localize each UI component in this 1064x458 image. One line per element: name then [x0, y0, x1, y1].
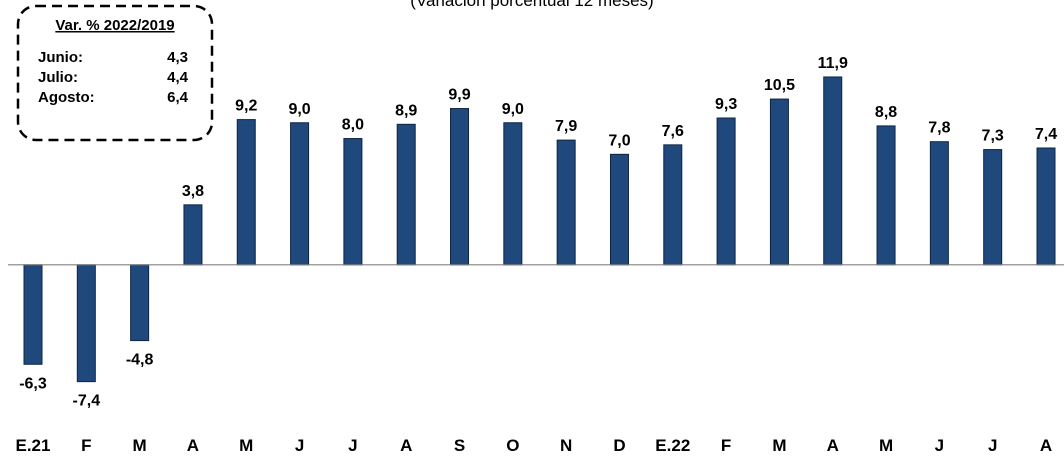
x-tick-label: N — [560, 436, 572, 455]
bar — [823, 76, 843, 266]
value-label: 11,9 — [818, 55, 848, 72]
value-label: 3,8 — [182, 183, 204, 200]
value-label: 7,8 — [928, 120, 950, 137]
value-label: -6,3 — [19, 375, 47, 392]
value-label: 10,5 — [764, 77, 795, 94]
bar — [876, 125, 896, 266]
x-tick-label: A — [400, 436, 412, 455]
x-tick-label: J — [295, 436, 304, 455]
x-tick-label: J — [988, 436, 997, 455]
x-tick-label: E.21 — [16, 436, 51, 455]
bar — [769, 98, 789, 266]
value-label: -7,4 — [73, 393, 101, 410]
bar — [1036, 147, 1056, 266]
value-label: 9,0 — [288, 101, 310, 118]
bar — [663, 144, 683, 266]
bar — [396, 123, 416, 266]
bar — [556, 139, 576, 266]
chart-subtitle: (Variación porcentual 12 meses) — [410, 0, 653, 10]
x-tick-label: E.22 — [655, 436, 690, 455]
bar — [503, 122, 523, 266]
bar — [23, 264, 43, 365]
inset-value: 4,4 — [167, 69, 189, 86]
bar — [183, 204, 203, 266]
bar — [290, 122, 310, 266]
x-tick-label: F — [81, 436, 91, 455]
bar — [609, 153, 629, 266]
x-tick-label: D — [613, 436, 625, 455]
value-label: 9,0 — [502, 101, 524, 118]
value-label: -4,8 — [126, 352, 154, 369]
value-label: 8,0 — [342, 117, 364, 134]
inset-label: Agosto: — [38, 89, 95, 106]
x-tick-label: A — [187, 436, 199, 455]
bar — [716, 117, 736, 266]
inset-label: Junio: — [38, 49, 83, 66]
inset-value: 4,3 — [167, 49, 188, 66]
x-tick-label: M — [133, 436, 147, 455]
x-tick-label: A — [1040, 436, 1052, 455]
value-label: 7,3 — [982, 128, 1004, 145]
inset-title: Var. % 2022/2019 — [55, 17, 174, 34]
x-tick-label: M — [772, 436, 786, 455]
value-label: 9,2 — [235, 98, 257, 115]
x-tick-label: M — [879, 436, 893, 455]
bar — [343, 138, 363, 266]
value-label: 7,4 — [1035, 126, 1057, 143]
x-tick-label: J — [935, 436, 944, 455]
value-label: 7,6 — [662, 123, 684, 140]
value-label: 7,9 — [555, 118, 577, 135]
inset-box — [16, 4, 214, 142]
x-tick-label: O — [506, 436, 519, 455]
value-label: 8,8 — [875, 104, 897, 121]
x-tick-label: S — [454, 436, 465, 455]
x-tick-label: J — [348, 436, 357, 455]
bar — [76, 264, 96, 383]
value-label: 9,9 — [448, 87, 470, 104]
x-tick-label: F — [721, 436, 731, 455]
inset-label: Julio: — [38, 69, 78, 86]
bar — [450, 108, 470, 266]
bar — [929, 141, 949, 266]
value-label: 8,9 — [395, 102, 417, 119]
bar — [130, 264, 150, 342]
inset-value: 6,4 — [167, 89, 189, 106]
value-label: 9,3 — [715, 96, 737, 113]
bar — [236, 119, 256, 266]
x-tick-label: A — [827, 436, 839, 455]
x-tick-label: M — [239, 436, 253, 455]
bar — [983, 149, 1003, 266]
value-label: 7,0 — [608, 132, 630, 149]
